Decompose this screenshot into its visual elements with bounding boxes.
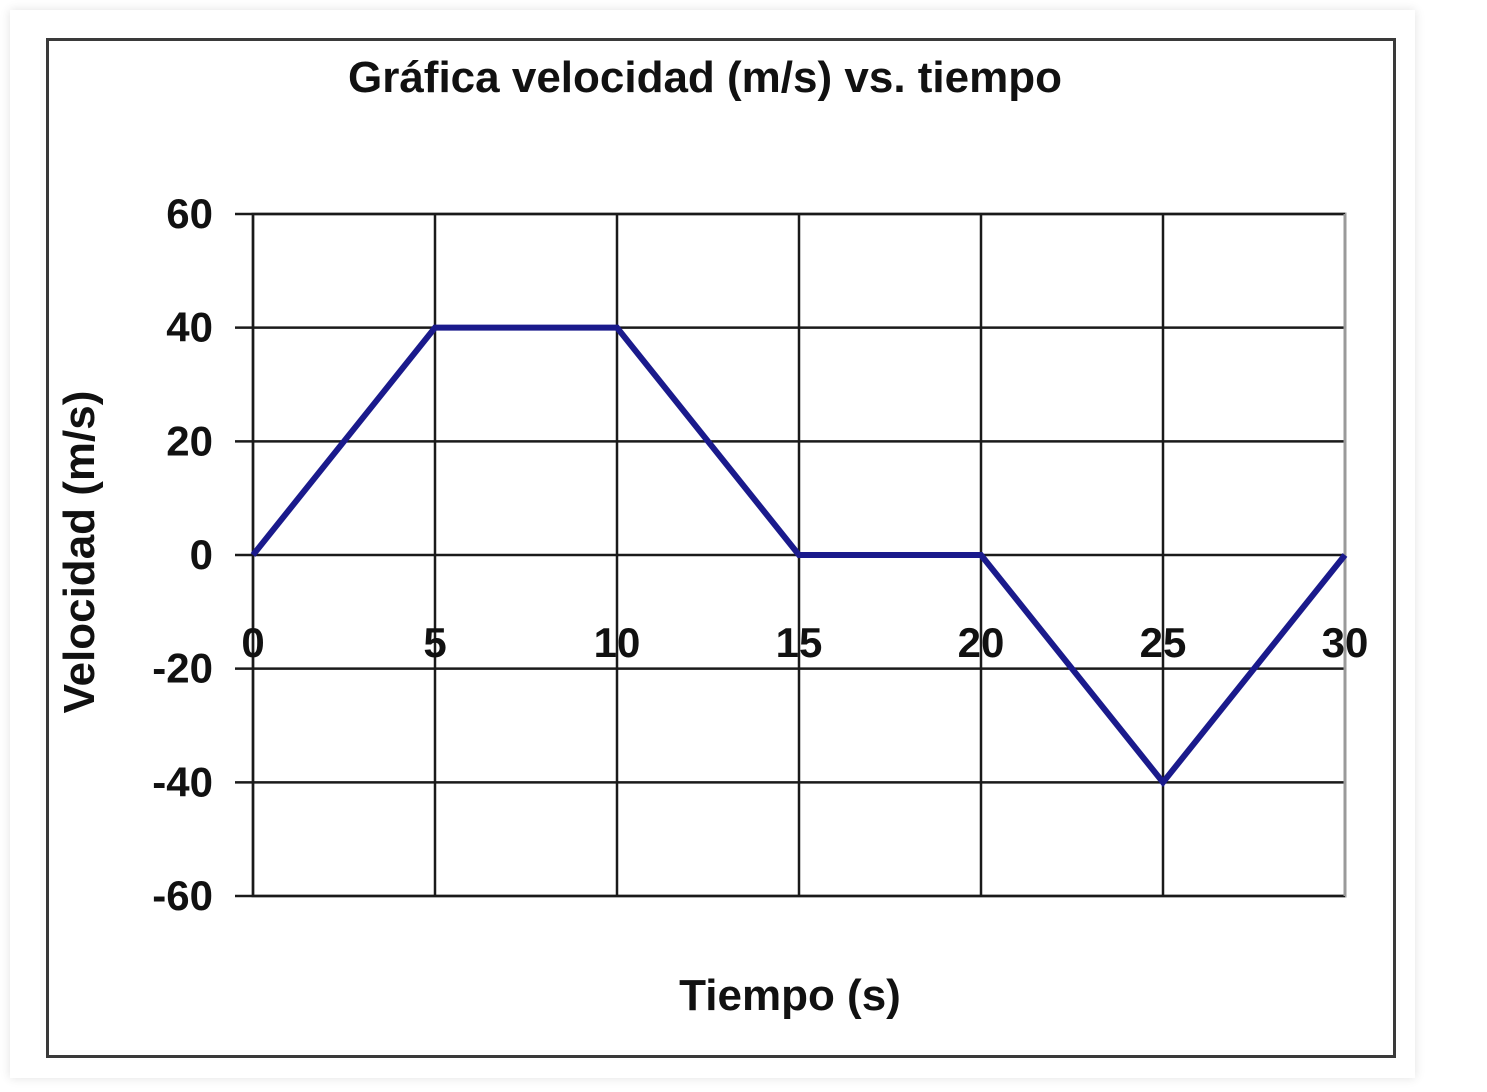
chart-title: Gráfica velocidad (m/s) vs. tiempo: [348, 53, 1062, 102]
x-tick-label: 20: [958, 619, 1005, 666]
y-tick-label: -40: [152, 758, 213, 805]
x-tick-label: 30: [1322, 619, 1369, 666]
x-axis-title: Tiempo (s): [679, 971, 901, 1020]
y-tick-label: 40: [166, 304, 213, 351]
y-tick-label: 0: [190, 531, 213, 578]
y-axis-title: Velocidad (m/s): [55, 391, 104, 714]
y-tick-label: 20: [166, 417, 213, 464]
grid-lines: [235, 212, 1347, 898]
series-layer: [250, 324, 1348, 788]
tick-labels: 60 40 20 0 -20 -40 -60 0 5 10 15 20 25 30: [152, 190, 1368, 919]
x-tick-label: 25: [1140, 619, 1187, 666]
x-tick-label: 10: [594, 619, 641, 666]
x-tick-label: 5: [423, 619, 446, 666]
y-tick-label: -20: [152, 645, 213, 692]
chart-image-container: [10, 10, 1415, 1078]
x-tick-label: 0: [241, 619, 264, 666]
chart-frame: [46, 38, 1396, 1058]
x-tick-label: 15: [776, 619, 823, 666]
y-tick-label: -60: [152, 872, 213, 919]
y-tick-label: 60: [166, 190, 213, 237]
